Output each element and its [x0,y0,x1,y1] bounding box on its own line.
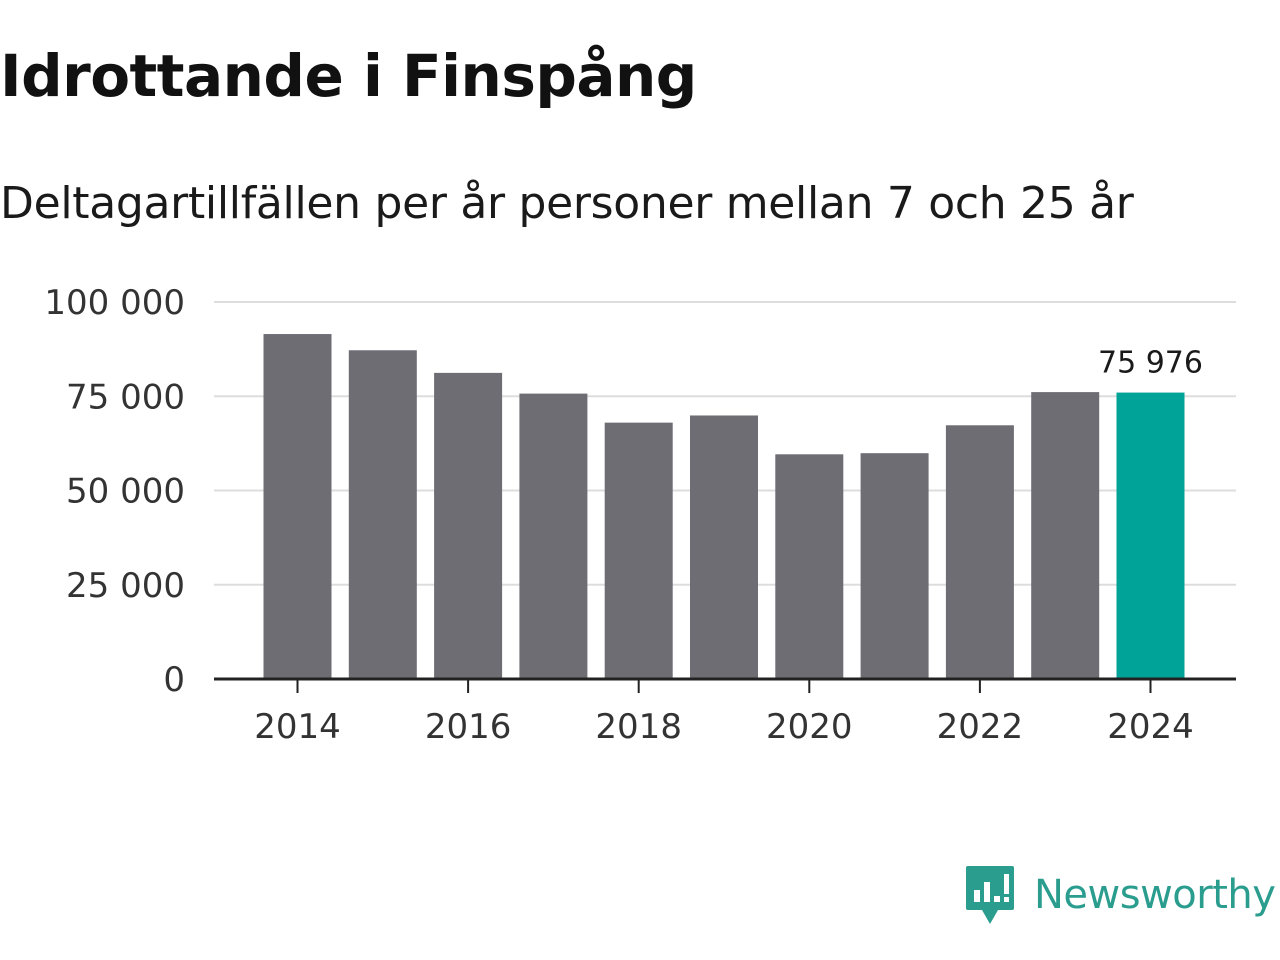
x-tick-label: 2024 [1107,707,1194,747]
bar-2024 [1116,392,1185,679]
x-axis-ticks: 2014 2016 2018 2020 2022 2024 [254,679,1194,747]
x-tick-label: 2018 [595,707,682,747]
bars [263,334,1185,679]
y-tick-label: 75 000 [66,377,185,417]
bar-2017 [519,393,588,679]
bar-2023 [1031,392,1100,679]
x-tick-label: 2020 [766,707,853,747]
data-labels: 75 976 [1098,346,1203,381]
newsworthy-logo: Newsworthy [964,864,1276,926]
x-tick-label: 2014 [254,707,341,747]
bar-2018 [604,422,673,679]
bar-2015 [348,350,417,679]
bar-2020 [775,454,844,679]
y-axis-ticks: 0 25 000 50 000 75 000 100 000 [44,283,185,700]
bar-2019 [690,415,758,679]
brand-name: Newsworthy [1034,872,1276,918]
chart-subtitle: Deltagartillfällen per år personer mella… [0,178,1134,229]
bar-2016 [434,372,503,679]
data-label: 75 976 [1098,346,1203,381]
x-tick-label: 2022 [937,707,1024,747]
bar-2021 [860,453,929,679]
bar-2022 [945,425,1014,679]
chart-title: Idrottande i Finspång [0,42,697,110]
y-tick-label: 0 [163,660,185,700]
x-tick-label: 2016 [425,707,512,747]
bar-chart-badge-icon [966,866,1014,924]
bar-2014 [263,334,332,679]
y-tick-label: 100 000 [44,283,185,323]
y-tick-label: 25 000 [66,566,185,606]
y-tick-label: 50 000 [66,472,185,512]
